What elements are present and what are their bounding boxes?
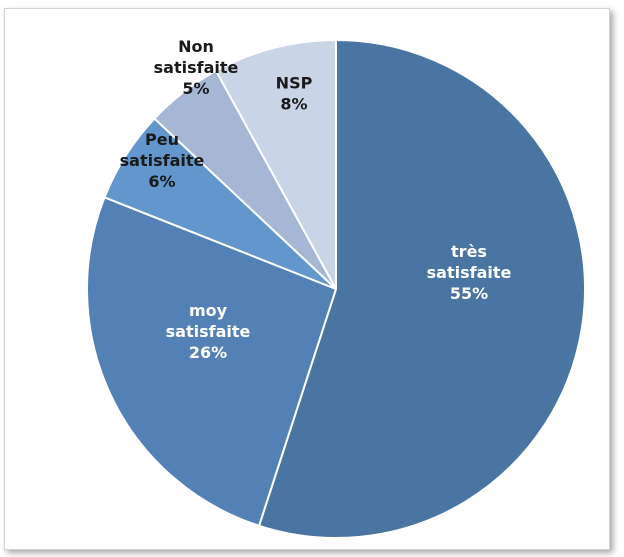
- pie-labels: très satisfaite 55% moy satisfaite 26% Peu sati…: [120, 37, 512, 362]
- slice-label-2: Peu satisfaite 6%: [120, 130, 205, 191]
- slice-label-line: satisfaite: [154, 58, 239, 77]
- slice-label-line: satisfaite: [166, 322, 251, 341]
- slice-label-line: 5%: [182, 79, 209, 98]
- slice-label-line: NSP: [276, 74, 313, 93]
- slice-label-0: très satisfaite 55%: [427, 242, 512, 303]
- slice-label-line: 6%: [148, 172, 175, 191]
- slice-label-4: NSP 8%: [276, 74, 313, 114]
- pie-slices: [86, 39, 587, 539]
- slice-label-line: Non: [178, 37, 214, 56]
- slice-label-1: moy satisfaite 26%: [166, 301, 251, 362]
- pie-slice-4: [215, 39, 337, 290]
- slice-label-line: 8%: [280, 95, 307, 114]
- slice-label-line: satisfaite: [427, 263, 512, 282]
- pie-slice-1: [86, 196, 337, 527]
- slice-label-line: 55%: [450, 284, 488, 303]
- slice-label-3: Non satisfaite 5%: [154, 37, 239, 98]
- slice-label-line: très: [451, 242, 487, 261]
- slice-label-line: satisfaite: [120, 151, 205, 170]
- pie-slice-0: [258, 39, 587, 539]
- slice-label-line: 26%: [189, 343, 227, 362]
- slice-label-line: Peu: [145, 130, 179, 149]
- slice-label-line: moy: [189, 301, 228, 320]
